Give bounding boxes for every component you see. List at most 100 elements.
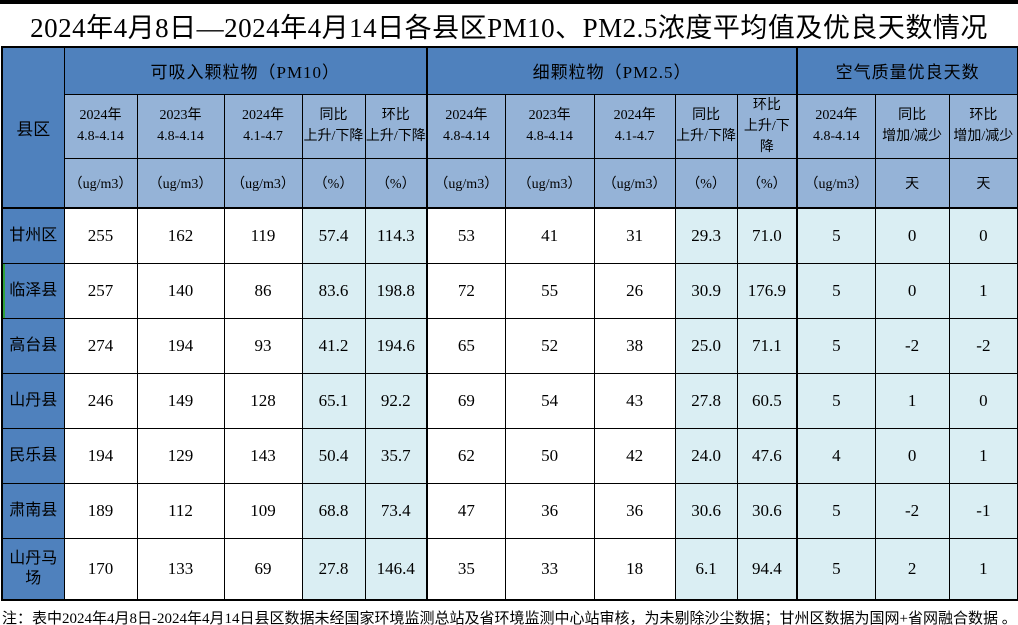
column-header-line2: 上升/下降 bbox=[365, 129, 426, 144]
value-cell: -2 bbox=[874, 482, 950, 539]
value-cell: 0 bbox=[948, 372, 1018, 429]
county-cell: 山丹马场 bbox=[1, 537, 65, 601]
value-cell: 50.4 bbox=[301, 427, 366, 484]
value-cell: 0 bbox=[874, 262, 950, 319]
value-cell: 0 bbox=[948, 207, 1018, 264]
value-cell: 1 bbox=[874, 372, 950, 429]
group-header: 可吸入颗粒物（PM10） bbox=[63, 46, 428, 95]
value-cell: 26 bbox=[593, 262, 676, 319]
column-header-line2: 上升/下降 bbox=[743, 118, 790, 155]
value-cell: 114.3 bbox=[364, 207, 428, 264]
value-cell: 92.2 bbox=[364, 372, 428, 429]
column-header-line1: 环比 bbox=[752, 97, 781, 113]
table-header: 县区 可吸入颗粒物（PM10） 细颗粒物（PM2.5） 空气质量优良天数 2024年 4.… bbox=[1, 46, 1018, 209]
value-cell: 0 bbox=[874, 207, 950, 264]
value-cell: 143 bbox=[223, 427, 303, 484]
column-header: 同比 增加/减少 bbox=[874, 93, 950, 159]
air-quality-table: 县区 可吸入颗粒物（PM10） 细颗粒物（PM2.5） 空气质量优良天数 2024年 4.… bbox=[1, 46, 1018, 601]
value-cell: 30.9 bbox=[674, 262, 738, 319]
value-cell: 71.1 bbox=[736, 317, 798, 374]
column-header: 同比上升/下降 bbox=[674, 93, 738, 159]
value-cell: 72 bbox=[426, 262, 506, 319]
unit-cell: （%） bbox=[736, 157, 798, 209]
value-cell: 6.1 bbox=[674, 537, 738, 601]
column-header-line1: 2024年 bbox=[815, 108, 858, 123]
column-header-line2: 4.8-4.14 bbox=[442, 129, 490, 144]
table-row: 临泽县 257 140 86 83.6 198.8 72 55 26 30.9 176.9 5 0 1 bbox=[1, 262, 1018, 319]
column-header-line2: 4.8-4.14 bbox=[157, 129, 204, 144]
value-cell: 27.8 bbox=[674, 372, 738, 429]
value-cell: 41 bbox=[504, 207, 595, 264]
value-cell: 54 bbox=[504, 372, 595, 429]
value-cell: 55 bbox=[504, 262, 595, 319]
value-cell: -1 bbox=[948, 482, 1018, 539]
value-cell: 33 bbox=[504, 537, 595, 601]
value-cell: 62 bbox=[426, 427, 506, 484]
column-header-line1: 环比 bbox=[381, 108, 410, 123]
county-cell: 山丹县 bbox=[1, 372, 65, 429]
column-header: 2024年 4.1-4.7 bbox=[593, 93, 676, 159]
value-cell: 194 bbox=[63, 427, 138, 484]
unit-cell: （ug/m3） bbox=[796, 157, 876, 209]
value-cell: 30.6 bbox=[674, 482, 738, 539]
value-cell: 60.5 bbox=[736, 372, 798, 429]
value-cell: 38 bbox=[593, 317, 676, 374]
column-header: 2024年 4.8-4.14 bbox=[63, 93, 138, 159]
unit-cell: （%） bbox=[674, 157, 738, 209]
table-body: 甘州区 255 162 119 57.4 114.3 53 41 31 29.3 71.0 5 0 0 临泽… bbox=[1, 207, 1018, 601]
value-cell: 73.4 bbox=[364, 482, 428, 539]
value-cell: 65.1 bbox=[301, 372, 366, 429]
value-cell: 246 bbox=[63, 372, 138, 429]
column-header-line1: 环比 bbox=[969, 108, 998, 123]
column-header: 环比 增加/减少 bbox=[948, 93, 1018, 159]
column-header-line1: 2024年 bbox=[613, 108, 656, 123]
value-cell: 119 bbox=[223, 207, 303, 264]
value-cell: 50 bbox=[504, 427, 595, 484]
table-row: 甘州区 255 162 119 57.4 114.3 53 41 31 29.3 71.0 5 0 0 bbox=[1, 207, 1018, 264]
value-cell: 149 bbox=[136, 372, 225, 429]
value-cell: 4 bbox=[796, 427, 876, 484]
value-cell: 35.7 bbox=[364, 427, 428, 484]
county-cell: 民乐县 bbox=[1, 427, 65, 484]
value-cell: 133 bbox=[136, 537, 225, 601]
table-row: 高台县 274 194 93 41.2 194.6 65 52 38 25.0 71.1 5 -2 -2 bbox=[1, 317, 1018, 374]
column-header-line2: 4.8-4.14 bbox=[77, 129, 124, 144]
value-cell: 255 bbox=[63, 207, 138, 264]
value-cell: 5 bbox=[796, 482, 876, 539]
column-header-line1: 2024年 bbox=[445, 108, 488, 123]
value-cell: 52 bbox=[504, 317, 595, 374]
table-row: 山丹县 246 149 128 65.1 92.2 69 54 43 27.8 60.5 5 1 0 bbox=[1, 372, 1018, 429]
table-row: 肃南县 189 112 109 68.8 73.4 47 36 36 30.6 30.6 5 -2 -1 bbox=[1, 482, 1018, 539]
column-header-line2: 上升/下降 bbox=[676, 129, 736, 144]
value-cell: 86 bbox=[223, 262, 303, 319]
page-title: 2024年4月8日—2024年4月14日各县区PM10、PM2.5浓度平均值及优… bbox=[0, 0, 1018, 46]
group-header: 空气质量优良天数 bbox=[796, 46, 1018, 95]
value-cell: 65 bbox=[426, 317, 506, 374]
unit-cell: （ug/m3） bbox=[63, 157, 138, 209]
group-header: 细颗粒物（PM2.5） bbox=[426, 46, 798, 95]
county-cell: 肃南县 bbox=[1, 482, 65, 539]
value-cell: 257 bbox=[63, 262, 138, 319]
column-header-line1: 同比 bbox=[692, 108, 721, 123]
value-cell: 29.3 bbox=[674, 207, 738, 264]
column-header: 同比 上升/下降 bbox=[301, 93, 366, 159]
table-row: 民乐县 194 129 143 50.4 35.7 62 50 42 24.0 47.6 4 0 1 bbox=[1, 427, 1018, 484]
value-cell: 5 bbox=[796, 537, 876, 601]
value-cell: -2 bbox=[948, 317, 1018, 374]
county-cell: 临泽县 bbox=[1, 262, 65, 319]
unit-cell: （ug/m3） bbox=[136, 157, 225, 209]
value-cell: 36 bbox=[593, 482, 676, 539]
column-header: 2024年 4.1-4.7 bbox=[223, 93, 303, 159]
value-cell: 109 bbox=[223, 482, 303, 539]
value-cell: 170 bbox=[63, 537, 138, 601]
footnote: 注：表中2024年4月8日-2024年4月14日县区数据未经国家环境监测总站及省… bbox=[2, 611, 1017, 625]
value-cell: 93 bbox=[223, 317, 303, 374]
value-cell: 129 bbox=[136, 427, 225, 484]
column-header-line1: 2023年 bbox=[528, 108, 571, 123]
value-cell: 31 bbox=[593, 207, 676, 264]
column-header-line2: 4.1-4.7 bbox=[614, 129, 655, 144]
value-cell: 140 bbox=[136, 262, 225, 319]
table-row: 山丹马场 170 133 69 27.8 146.4 35 33 18 6.1 94.4 5 2 1 bbox=[1, 537, 1018, 601]
value-cell: 25.0 bbox=[674, 317, 738, 374]
value-cell: 71.0 bbox=[736, 207, 798, 264]
